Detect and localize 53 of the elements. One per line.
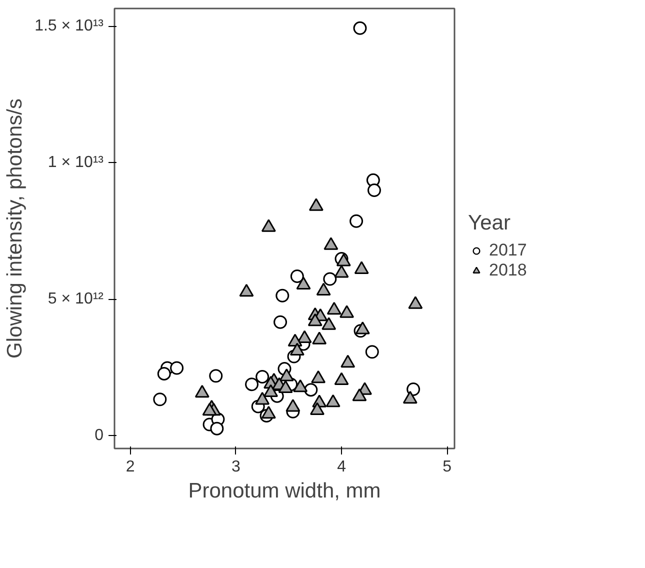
point [278,380,293,393]
point [340,305,354,318]
x-axis-title: Pronotum width, mm [188,480,381,502]
point [296,276,311,290]
point [402,390,418,404]
legend-label: 2017 [489,240,528,260]
x-tick-label: 4 [337,458,346,476]
point [326,394,340,408]
point [274,315,288,329]
point [316,282,331,296]
point [350,214,364,228]
point [261,219,276,232]
y-tick-label: 0 [94,427,104,444]
point [312,332,327,344]
point [340,354,356,368]
point [279,368,294,382]
y-tick-label: 1 × 10¹³ [48,154,104,172]
point [324,237,338,250]
legend-label: 2018 [489,260,528,280]
point [311,370,326,384]
point [368,184,381,198]
point [408,296,423,309]
point [326,302,342,315]
point [334,372,349,386]
x-tick-label: 3 [231,458,240,476]
point [290,342,304,356]
y-tick-label: 1.5 × 10¹³ [34,18,104,35]
point [353,21,367,35]
point [286,399,300,412]
point [202,402,217,416]
point [323,272,337,286]
point [355,322,370,334]
x-tick-label: 2 [126,458,135,476]
point [354,261,369,274]
point [336,254,351,266]
x-tick-label: 5 [442,458,452,476]
point [261,406,276,419]
point [308,313,322,326]
point [297,330,312,344]
point [310,402,324,416]
point [276,288,290,302]
point [194,384,210,398]
y-axis-title: Glowing intensity, photons/s [4,98,27,358]
point [352,388,367,402]
point [308,198,324,211]
point [293,379,308,392]
point [239,284,254,297]
legend-title: Year [468,211,512,235]
point [334,265,349,278]
point [255,392,270,405]
y-tick-label: 5 × 10¹² [48,290,104,308]
point [322,317,336,330]
point [264,384,278,398]
